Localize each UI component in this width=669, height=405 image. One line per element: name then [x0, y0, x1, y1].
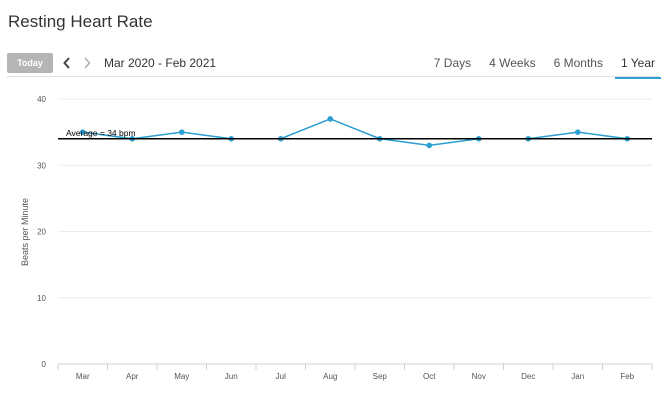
data-point [178, 129, 185, 135]
y-tick-label: 30 [37, 161, 46, 170]
x-tick-label: Feb [620, 372, 634, 381]
tab-6-months[interactable]: 6 Months [553, 56, 603, 70]
x-tick-label: Jan [571, 372, 584, 381]
data-point [327, 116, 334, 122]
tab-7-days[interactable]: 7 Days [433, 56, 472, 70]
resting-heart-rate-chart: 0 10 20 30 40 Mar Apr May Jun Jul Aug Sep Oct Nov Dec J… [37, 95, 653, 381]
toolbar: Today Mar 2020 - Feb 2021 7 Days 4 Weeks… [0, 52, 669, 79]
y-tick-label: 40 [37, 95, 46, 104]
y-tick-label: 20 [37, 228, 46, 237]
x-tick-label: Jun [225, 372, 238, 381]
data-point [574, 129, 581, 135]
previous-period-button[interactable] [59, 54, 75, 72]
x-tick-label: Aug [323, 372, 337, 381]
toolbar-divider [7, 76, 659, 77]
tab-1-year[interactable]: 1 Year [614, 52, 661, 79]
x-tick-label: Nov [472, 372, 486, 381]
average-label: Average = 34 bpm [66, 128, 136, 138]
x-tick-label: Sep [373, 372, 388, 381]
chevron-right-icon [84, 57, 91, 69]
x-tick-label: May [174, 372, 189, 381]
data-point [426, 142, 433, 149]
y-tick-label: 10 [37, 294, 46, 303]
today-button[interactable]: Today [7, 53, 53, 73]
x-tick-label: Jul [276, 372, 286, 381]
data-point [79, 129, 86, 135]
x-tick-label: Apr [126, 372, 139, 381]
heart-rate-series-line [82, 118, 628, 147]
range-tabs: 7 Days 4 Weeks 6 Months 1 Year [422, 52, 661, 79]
x-tick-label: Dec [521, 372, 535, 381]
date-range-label: Mar 2020 - Feb 2021 [104, 56, 217, 70]
chevron-left-icon [63, 57, 70, 69]
next-period-button[interactable] [79, 54, 95, 72]
y-tick-label: 0 [42, 360, 47, 369]
x-tick-label: Oct [423, 372, 436, 381]
x-tick-label: Mar [76, 372, 90, 381]
page-title: Resting Heart Rate [8, 12, 153, 31]
tab-4-weeks[interactable]: 4 Weeks [489, 56, 536, 70]
